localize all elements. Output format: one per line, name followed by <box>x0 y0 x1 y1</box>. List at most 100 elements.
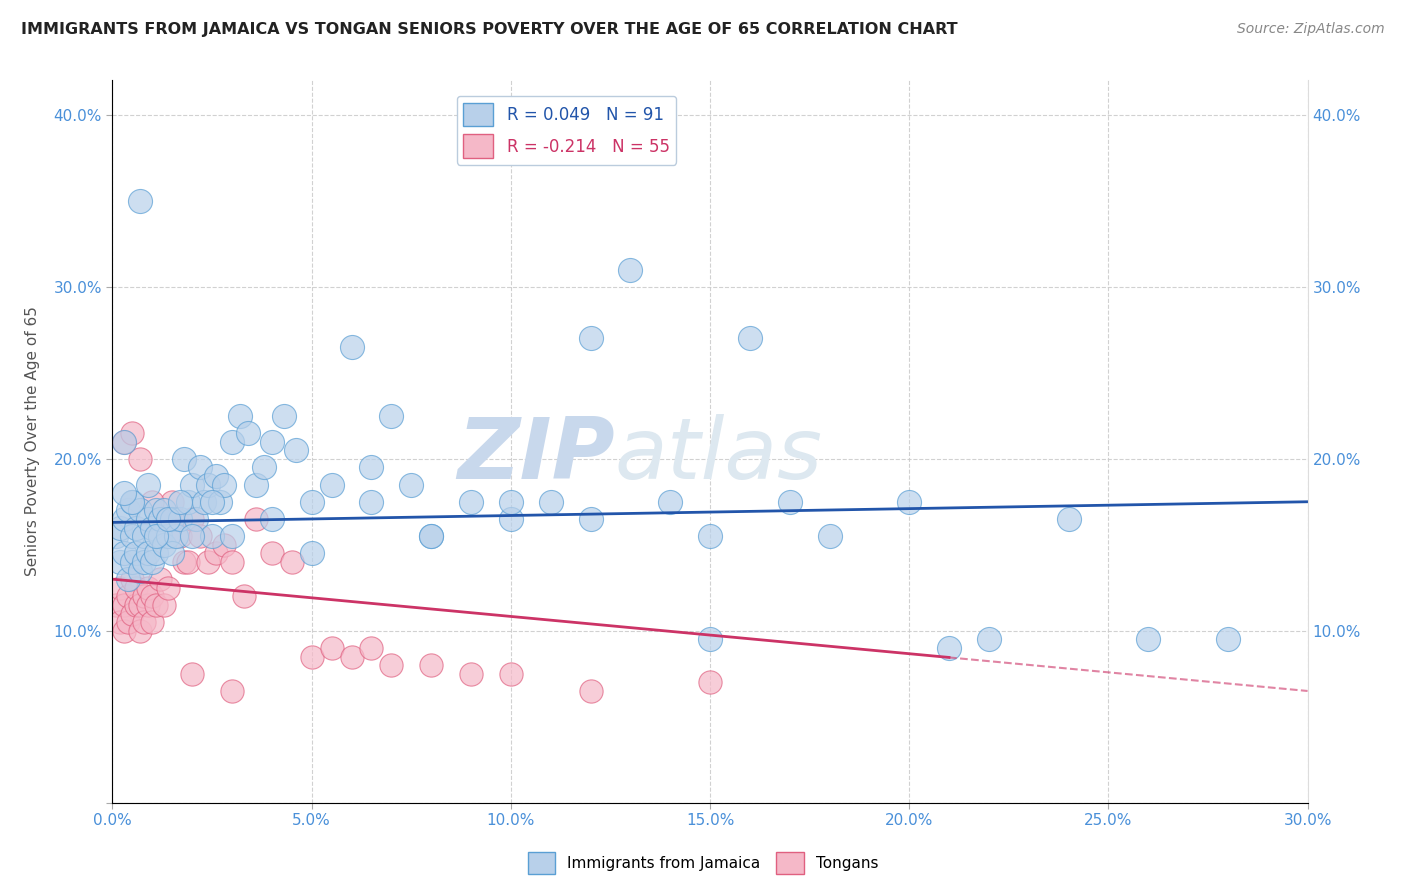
Point <box>1137 632 1160 647</box>
Point <box>138 581 160 595</box>
Point <box>169 529 191 543</box>
Point <box>149 572 172 586</box>
Point <box>141 615 163 630</box>
Point <box>380 409 402 423</box>
Point <box>659 494 682 508</box>
Point <box>253 460 276 475</box>
Point <box>129 598 152 612</box>
Point <box>125 546 148 560</box>
Point <box>273 409 295 423</box>
Point <box>110 615 132 630</box>
Point <box>162 494 183 508</box>
Point <box>114 486 135 500</box>
Point <box>619 262 641 277</box>
Point <box>110 581 132 595</box>
Legend: Immigrants from Jamaica, Tongans: Immigrants from Jamaica, Tongans <box>522 846 884 880</box>
Point <box>212 477 235 491</box>
Point <box>818 529 841 543</box>
Point <box>114 598 135 612</box>
Point <box>401 477 423 491</box>
Point <box>340 340 363 354</box>
Point <box>157 512 180 526</box>
Point <box>125 520 148 534</box>
Point <box>245 512 267 526</box>
Point <box>121 572 143 586</box>
Point <box>579 512 602 526</box>
Point <box>177 555 200 569</box>
Point <box>221 434 243 449</box>
Point <box>229 409 252 423</box>
Point <box>121 494 143 508</box>
Point <box>321 640 343 655</box>
Point <box>129 451 152 466</box>
Point <box>188 460 211 475</box>
Point <box>157 581 180 595</box>
Point <box>699 529 721 543</box>
Point <box>699 675 721 690</box>
Point <box>540 494 562 508</box>
Point <box>188 529 211 543</box>
Point <box>499 512 522 526</box>
Point <box>460 666 482 681</box>
Point <box>110 555 132 569</box>
Point <box>181 477 204 491</box>
Point <box>1216 632 1239 647</box>
Point <box>579 684 602 698</box>
Point <box>157 529 180 543</box>
Point <box>340 649 363 664</box>
Point <box>149 529 172 543</box>
Point <box>499 494 522 508</box>
Point <box>114 546 135 560</box>
Point <box>117 615 139 630</box>
Point <box>221 555 243 569</box>
Point <box>145 598 167 612</box>
Point <box>129 624 152 638</box>
Point <box>212 538 235 552</box>
Point <box>738 331 761 345</box>
Point <box>121 425 143 440</box>
Text: atlas: atlas <box>614 415 823 498</box>
Point <box>181 666 204 681</box>
Point <box>221 529 243 543</box>
Point <box>162 512 183 526</box>
Point <box>233 590 256 604</box>
Point <box>165 512 187 526</box>
Point <box>121 494 143 508</box>
Point <box>197 477 219 491</box>
Point <box>197 555 219 569</box>
Point <box>173 555 195 569</box>
Point <box>181 529 204 543</box>
Point <box>114 434 135 449</box>
Point <box>125 581 148 595</box>
Point <box>898 494 921 508</box>
Point <box>153 512 176 526</box>
Point <box>114 512 135 526</box>
Point <box>260 434 283 449</box>
Point <box>177 494 200 508</box>
Point <box>260 546 283 560</box>
Point <box>201 494 224 508</box>
Point <box>138 477 160 491</box>
Point <box>205 469 228 483</box>
Legend: R = 0.049   N = 91, R = -0.214   N = 55: R = 0.049 N = 91, R = -0.214 N = 55 <box>457 95 676 165</box>
Point <box>221 684 243 698</box>
Point <box>321 477 343 491</box>
Point <box>245 477 267 491</box>
Point <box>977 632 1000 647</box>
Point <box>117 572 139 586</box>
Point <box>134 529 156 543</box>
Text: ZIP: ZIP <box>457 415 614 498</box>
Point <box>779 494 801 508</box>
Point <box>138 598 160 612</box>
Point <box>145 546 167 560</box>
Point <box>186 512 208 526</box>
Point <box>420 529 443 543</box>
Point <box>699 632 721 647</box>
Point <box>117 590 139 604</box>
Point <box>141 520 163 534</box>
Point <box>209 494 232 508</box>
Point <box>173 451 195 466</box>
Point <box>260 512 283 526</box>
Point <box>360 640 382 655</box>
Point <box>134 590 156 604</box>
